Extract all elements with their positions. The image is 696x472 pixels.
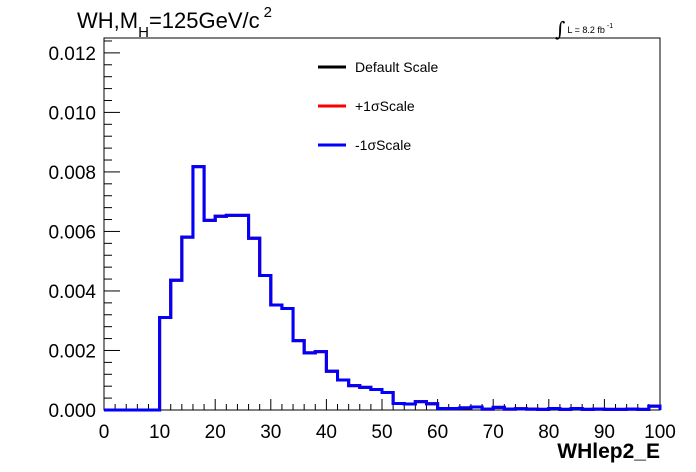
plot-title-superscript: 2 xyxy=(263,4,272,21)
x-tick-label: 60 xyxy=(427,422,448,443)
x-tick-label: 20 xyxy=(205,422,226,443)
series-layer xyxy=(104,165,662,412)
y-tick-label: 0.004 xyxy=(48,282,96,303)
histogram-series-1 xyxy=(104,165,662,412)
y-tick-label: 0.012 xyxy=(48,44,96,65)
x-tick-label: 30 xyxy=(260,422,281,443)
luminosity-text: L = 8.2 fb xyxy=(567,25,605,35)
luminosity-label: ∫ L = 8.2 fb -1 xyxy=(555,14,614,41)
y-tick-label: 0.010 xyxy=(48,103,96,124)
x-axis: 0 10 20 30 40 50 60 70 80 90 100 xyxy=(99,399,676,443)
legend-label: -1σScale xyxy=(355,137,411,153)
plot-frame xyxy=(103,37,661,411)
plot-title: WH,MH=125GeV/c 2 xyxy=(77,4,272,41)
y-tick-label: 0.006 xyxy=(48,222,96,243)
y-axis: 0.000 0.002 0.004 0.006 0.008 0.010 0.012 xyxy=(48,40,120,422)
y-tick-label: 0.008 xyxy=(48,163,96,184)
x-tick-label: 50 xyxy=(371,422,392,443)
x-tick-label: 10 xyxy=(149,422,170,443)
plot-title-subscript: H xyxy=(138,24,149,41)
x-tick-label: 40 xyxy=(316,422,337,443)
legend: Default Scale +1σScale -1σScale xyxy=(318,59,438,153)
x-axis-title: WHlep2_E xyxy=(557,440,660,463)
histogram-series-3 xyxy=(104,165,662,412)
luminosity-superscript: -1 xyxy=(606,23,614,30)
plot-title-main: WH,M xyxy=(77,8,139,33)
x-tick-label: 0 xyxy=(99,422,110,443)
plot-title-rest: =125GeV/c xyxy=(148,8,260,33)
x-tick-label: 90 xyxy=(594,422,615,443)
legend-label: +1σScale xyxy=(355,98,415,114)
x-tick-label: 100 xyxy=(644,422,676,443)
histogram-series-2 xyxy=(104,165,662,412)
y-tick-label: 0.000 xyxy=(48,401,96,422)
x-tick-label: 70 xyxy=(483,422,504,443)
x-tick-label: 80 xyxy=(538,422,559,443)
integral-icon: ∫ xyxy=(555,17,566,41)
legend-label: Default Scale xyxy=(355,59,438,75)
y-tick-label: 0.002 xyxy=(48,341,96,362)
